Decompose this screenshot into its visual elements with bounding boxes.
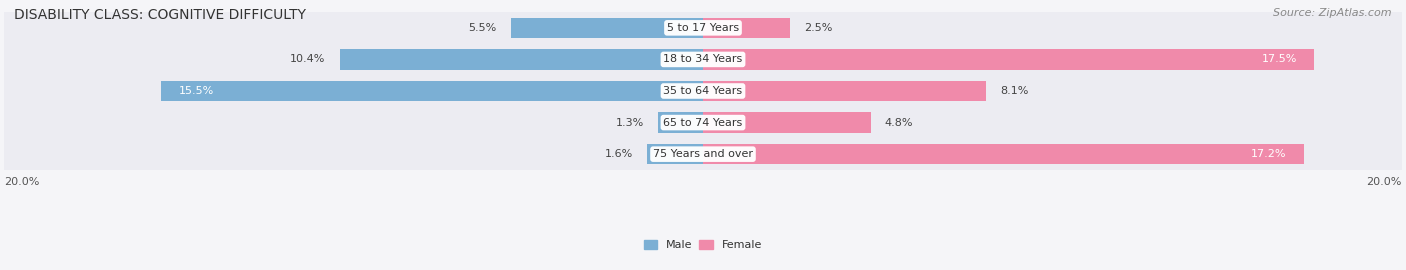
Text: 4.8%: 4.8% <box>884 117 912 128</box>
Text: 10.4%: 10.4% <box>290 55 326 65</box>
Text: 2.5%: 2.5% <box>804 23 832 33</box>
Text: 15.5%: 15.5% <box>179 86 214 96</box>
Text: 17.2%: 17.2% <box>1251 149 1286 159</box>
Bar <box>703 112 870 133</box>
Bar <box>4 44 1402 75</box>
Text: 20.0%: 20.0% <box>4 177 39 187</box>
Bar <box>658 112 703 133</box>
Bar <box>162 81 703 101</box>
Text: 20.0%: 20.0% <box>1367 177 1402 187</box>
Bar <box>647 144 703 164</box>
Text: 65 to 74 Years: 65 to 74 Years <box>664 117 742 128</box>
Bar <box>4 138 1402 170</box>
Bar <box>4 12 1402 44</box>
Text: Source: ZipAtlas.com: Source: ZipAtlas.com <box>1274 8 1392 18</box>
Text: 18 to 34 Years: 18 to 34 Years <box>664 55 742 65</box>
Text: 5.5%: 5.5% <box>468 23 496 33</box>
Bar <box>703 144 1303 164</box>
Legend: Male, Female: Male, Female <box>644 240 762 251</box>
Text: 8.1%: 8.1% <box>1000 86 1028 96</box>
Bar <box>4 75 1402 107</box>
Text: 35 to 64 Years: 35 to 64 Years <box>664 86 742 96</box>
Bar <box>4 107 1402 138</box>
Text: 5 to 17 Years: 5 to 17 Years <box>666 23 740 33</box>
Text: 17.5%: 17.5% <box>1261 55 1296 65</box>
Bar <box>510 18 703 38</box>
Text: 75 Years and over: 75 Years and over <box>652 149 754 159</box>
Bar <box>703 49 1315 70</box>
Text: 1.3%: 1.3% <box>616 117 644 128</box>
Bar <box>703 18 790 38</box>
Bar <box>703 81 986 101</box>
Text: DISABILITY CLASS: COGNITIVE DIFFICULTY: DISABILITY CLASS: COGNITIVE DIFFICULTY <box>14 8 307 22</box>
Bar <box>340 49 703 70</box>
Text: 1.6%: 1.6% <box>605 149 633 159</box>
